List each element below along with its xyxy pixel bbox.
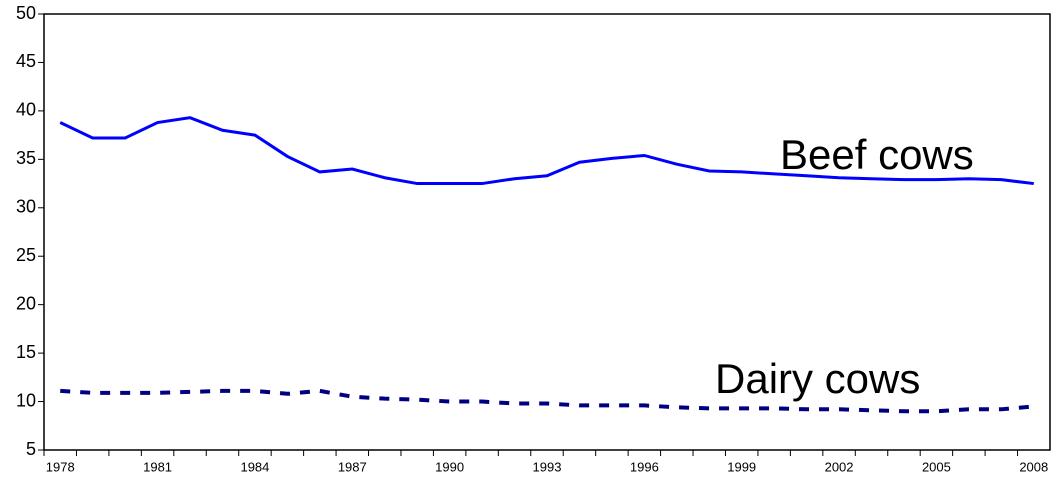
x-tick-label: 2005: [922, 459, 951, 474]
x-tick-label: 1987: [338, 459, 367, 474]
x-tick-label: 2008: [1019, 459, 1048, 474]
x-tick-label: 1981: [143, 459, 172, 474]
series-line: [59, 116, 1034, 186]
y-tick-label: 35: [16, 148, 36, 168]
y-tick-label: 10: [16, 390, 36, 410]
x-tick-label: 1993: [533, 459, 562, 474]
x-tick-label: 1984: [240, 459, 269, 474]
x-tick-label: 1978: [46, 459, 75, 474]
x-tick-label: 1990: [435, 459, 464, 474]
y-tick-label: 40: [16, 100, 36, 120]
x-tick-label: 1999: [727, 459, 756, 474]
x-tick-label: 2002: [825, 459, 854, 474]
y-tick-label: 45: [16, 51, 36, 71]
series-label: Beef cows: [780, 131, 974, 178]
series-line: [60, 388, 1034, 414]
y-tick-label: 25: [16, 245, 36, 265]
y-tick-label: 50: [16, 3, 36, 23]
series-label: Dairy cows: [715, 355, 920, 402]
x-tick-label: 1996: [630, 459, 659, 474]
y-tick-label: 30: [16, 197, 36, 217]
y-tick-label: 20: [16, 293, 36, 313]
y-tick-label: 5: [26, 439, 36, 459]
plot-area: [43, 13, 1051, 451]
y-tick-label: 15: [16, 342, 36, 362]
